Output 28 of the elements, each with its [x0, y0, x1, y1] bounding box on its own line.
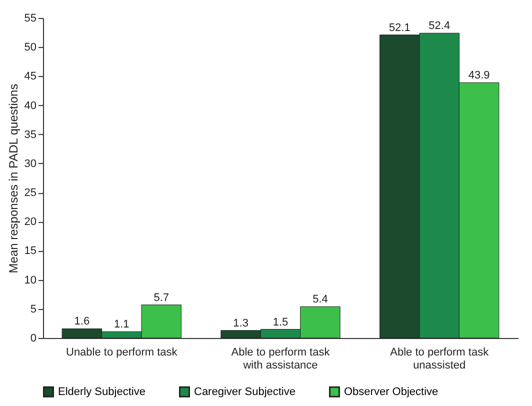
y-tick-label: 0: [30, 332, 36, 344]
y-tick-label: 50: [24, 42, 36, 54]
legend-label: Observer Objective: [344, 386, 438, 398]
y-axis-title: Mean responses in PADL questions: [6, 84, 20, 274]
legend-label: Elderly Subjective: [58, 386, 146, 398]
y-tick-label: 30: [24, 158, 36, 170]
y-tick-label: 5: [30, 303, 36, 316]
y-tick-label: 20: [24, 216, 36, 228]
y-tick-label: 10: [24, 274, 36, 286]
x-tick-label: Able to perform task with assistance: [231, 346, 330, 372]
data-label: 43.9: [468, 70, 490, 82]
x-tick-label: Unable to perform task: [66, 346, 178, 358]
y-tick-label: 25: [24, 187, 36, 200]
legend-label: Caregiver Subjective: [194, 386, 296, 398]
y-tick-label: 55: [24, 12, 36, 24]
y-tick-label: 45: [24, 70, 36, 83]
data-label: 1.3: [233, 317, 248, 330]
y-tick-label: 15: [24, 245, 36, 258]
data-label: 52.4: [428, 20, 450, 32]
data-label: 1.1: [114, 318, 130, 331]
y-tick-label: 40: [24, 100, 36, 112]
data-label: 5.7: [154, 292, 169, 304]
data-label: 1.5: [272, 316, 288, 328]
x-tick-label: Able to perform task unassisted: [390, 346, 490, 372]
data-label: 5.4: [312, 294, 328, 306]
data-label: 52.1: [388, 22, 410, 34]
data-label: 1.6: [74, 316, 90, 328]
y-tick-label: 35: [24, 128, 36, 141]
